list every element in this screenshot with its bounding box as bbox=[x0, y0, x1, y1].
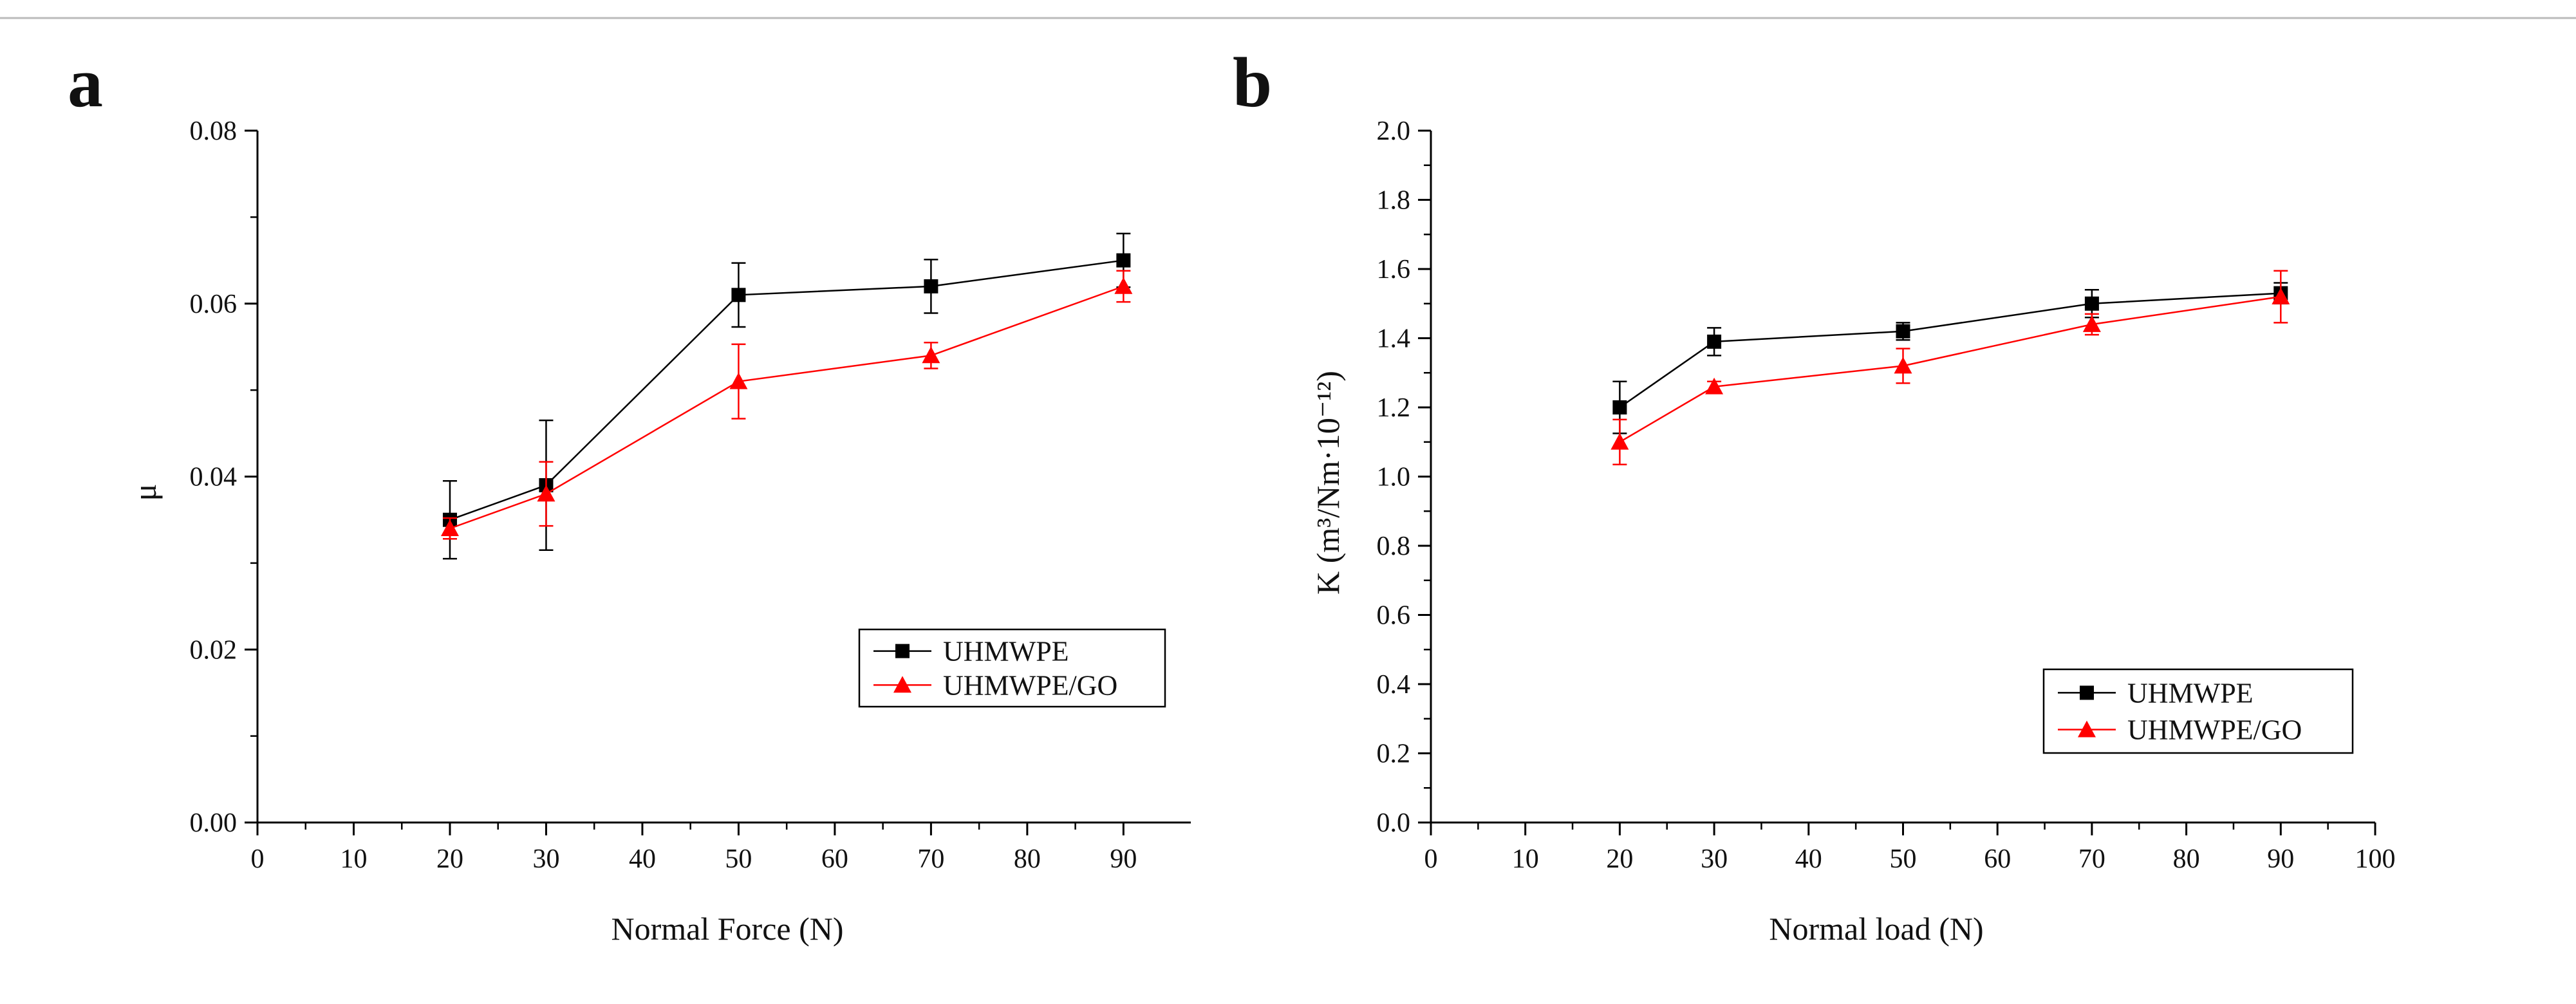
panel-a-x-tick-label: 70 bbox=[917, 844, 944, 874]
panel-b-x-tick-label: 70 bbox=[2078, 844, 2105, 874]
panel-b-legend-uhmwpe-go-marker bbox=[2078, 720, 2096, 738]
panel-b-y-tick-label: 0.4 bbox=[1377, 670, 1411, 700]
panel-b-y-tick-label: 0.2 bbox=[1377, 739, 1411, 769]
panel-b-x-tick-label: 60 bbox=[1984, 844, 2011, 874]
panel-b-series-uhmwpe-go bbox=[1610, 270, 2290, 465]
panel-a-y-tick-label: 0.08 bbox=[190, 116, 238, 146]
panel-b-series-uhmwpe-go-point bbox=[1705, 377, 1724, 395]
panel-b-axes: 0 10 20 30 40 50 60 70 80 90 100 0.0 0.2 0.4 0.6 0.8 1.0… bbox=[1377, 116, 2396, 874]
panel-b-marks bbox=[1610, 270, 2290, 465]
panel-b-series-uhmwpe-go-point bbox=[1894, 357, 1912, 374]
panel-b-x-tick-label: 10 bbox=[1512, 844, 1539, 874]
panel-a-series-uhmwpe-point bbox=[1116, 253, 1131, 268]
chart-panel-b: b 0 10 20 30 40 50 60 70 80 90 100 0.0 0.2 0.4 0.6 0.8 1… bbox=[1233, 43, 2396, 947]
panel-a-x-tick-label: 30 bbox=[532, 844, 559, 874]
panel-a-y-tick-label: 0.06 bbox=[190, 290, 238, 319]
panel-b-y-tick-label: 2.0 bbox=[1377, 116, 1411, 146]
panel-a-legend-uhmwpe-go: UHMWPE/GO bbox=[873, 669, 1117, 701]
panel-b-legend: UHMWPE UHMWPE/GO bbox=[2042, 668, 2354, 754]
panel-b-x-tick-label: 0 bbox=[1424, 844, 1438, 874]
panel-b-x-tick-label: 50 bbox=[1890, 844, 1917, 874]
panel-a-legend-uhmwpe-label: UHMWPE bbox=[943, 636, 1069, 667]
panel-a-x-tick-label: 50 bbox=[725, 844, 752, 874]
panel-b-y-tick-label: 0.6 bbox=[1377, 601, 1411, 631]
panel-b-legend-uhmwpe-label: UHMWPE bbox=[2127, 677, 2254, 709]
panel-b-series-uhmwpe-go-line bbox=[1619, 295, 2281, 443]
panel-b-series-uhmwpe-point bbox=[1612, 400, 1627, 414]
panel-a-legend-uhmwpe-go-marker bbox=[893, 676, 911, 693]
panel-b-x-tick-label: 40 bbox=[1795, 844, 1822, 874]
panel-a-y-axis-title: μ bbox=[127, 484, 163, 501]
panel-b-x-tick-label: 100 bbox=[2355, 844, 2396, 874]
panel-b-y-tick-label: 1.6 bbox=[1377, 255, 1411, 284]
panel-b-x-tick-label: 80 bbox=[2173, 844, 2200, 874]
panel-a-series-uhmwpe bbox=[442, 232, 1131, 560]
panel-b-series-uhmwpe-go-point bbox=[2082, 315, 2101, 332]
panel-b-y-tick-label: 1.4 bbox=[1377, 324, 1411, 354]
panel-b-legend-uhmwpe-marker bbox=[2080, 685, 2094, 700]
panel-a-y-tick-label: 0.04 bbox=[190, 463, 238, 492]
panel-b-x-axis-title: Normal load (N) bbox=[1769, 911, 1983, 947]
panel-a-legend-uhmwpe-marker bbox=[895, 644, 910, 658]
panel-b-series-uhmwpe-point bbox=[2084, 296, 2099, 311]
panel-a-axes: 0 10 20 30 40 50 60 70 80 90 0.00 0.02 0.04 0.06 0.08 bbox=[190, 116, 1191, 874]
panel-a-legend-uhmwpe-go-label: UHMWPE/GO bbox=[943, 669, 1117, 701]
panel-b-x-tick-label: 90 bbox=[2267, 844, 2294, 874]
panel-a-series-uhmwpe-point bbox=[731, 288, 746, 302]
panel-a-x-tick-label: 80 bbox=[1014, 844, 1041, 874]
panel-a-y-tick-label: 0.02 bbox=[190, 635, 238, 665]
panel-a-series-uhmwpe-point bbox=[924, 279, 938, 293]
panel-a-series-uhmwpe-go-point bbox=[537, 485, 555, 502]
panel-a-series-uhmwpe-go bbox=[440, 270, 1133, 540]
panel-a-x-tick-label: 20 bbox=[436, 844, 463, 874]
panel-a-marks bbox=[440, 232, 1133, 560]
panel-a-letter: a bbox=[68, 43, 103, 122]
panel-b-y-tick-label: 0.8 bbox=[1377, 532, 1411, 561]
panel-b-legend-uhmwpe-go-label: UHMWPE/GO bbox=[2127, 714, 2302, 746]
panel-b-x-tick-label: 20 bbox=[1606, 844, 1633, 874]
panel-a-x-tick-label: 10 bbox=[340, 844, 367, 874]
panel-a-legend-uhmwpe: UHMWPE bbox=[873, 636, 1069, 667]
panel-a-series-uhmwpe-go-point bbox=[440, 519, 459, 537]
panel-b-y-axis-title: K (m³/Nm·10⁻¹²) bbox=[1310, 371, 1346, 595]
panel-a-y-tick-label: 0.00 bbox=[190, 808, 238, 838]
panel-b-series-uhmwpe-point bbox=[1896, 324, 1910, 339]
panel-b-y-tick-label: 1.8 bbox=[1377, 186, 1411, 216]
panel-b-series-uhmwpe-point bbox=[1707, 334, 1722, 349]
panel-a-legend-box bbox=[858, 628, 1166, 708]
panel-b-series-uhmwpe-go-point bbox=[2272, 288, 2290, 304]
panel-a-x-tick-label: 90 bbox=[1110, 844, 1137, 874]
panel-b-series-uhmwpe bbox=[1612, 282, 2288, 434]
panel-a-x-axis-title: Normal Force (N) bbox=[611, 911, 844, 947]
panel-b-y-tick-label: 0.0 bbox=[1377, 808, 1411, 838]
panel-a-series-uhmwpe-go-point bbox=[922, 346, 940, 364]
panel-a-x-tick-label: 60 bbox=[821, 844, 848, 874]
panel-b-series-uhmwpe-go-point bbox=[1610, 432, 1629, 450]
panel-b-y-tick-label: 1.2 bbox=[1377, 393, 1411, 423]
panel-b-legend-box bbox=[2042, 668, 2354, 754]
panel-b-letter: b bbox=[1233, 43, 1272, 122]
panel-b-y-tick-label: 1.0 bbox=[1377, 463, 1411, 492]
panel-b-legend-uhmwpe: UHMWPE bbox=[2058, 677, 2254, 709]
chart-panel-a: a 0 10 20 30 40 50 60 70 80 90 0.00 0.02 0.04 0.06 0.0… bbox=[68, 43, 1191, 947]
panel-a-x-tick-label: 40 bbox=[629, 844, 656, 874]
panel-a-x-tick-label: 0 bbox=[251, 844, 265, 874]
panel-a-series-uhmwpe-go-point bbox=[1114, 277, 1133, 294]
panel-b-x-tick-label: 30 bbox=[1701, 844, 1728, 874]
panel-b-legend-uhmwpe-go: UHMWPE/GO bbox=[2058, 714, 2302, 746]
panel-a-series-uhmwpe-go-point bbox=[729, 372, 748, 389]
